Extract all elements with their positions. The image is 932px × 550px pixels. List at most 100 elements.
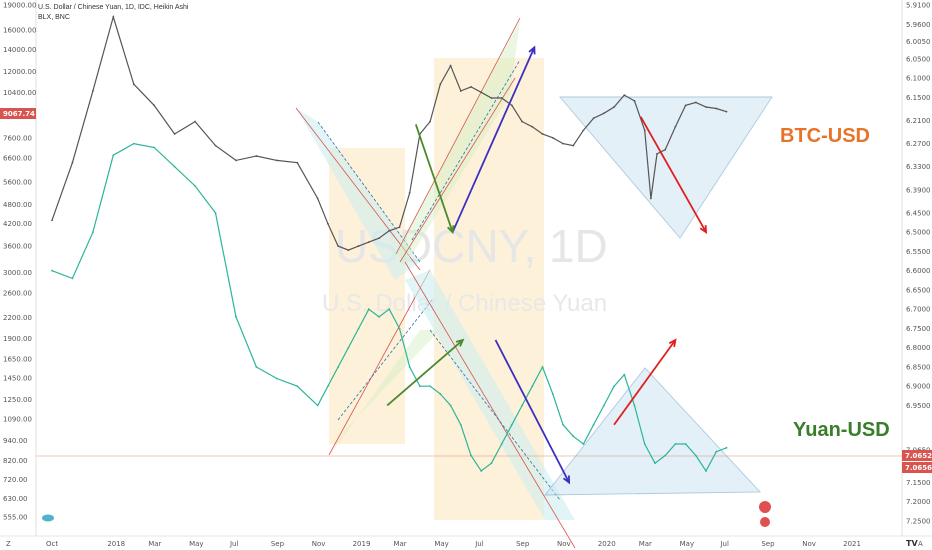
left-tick-label: 3000.00 — [3, 269, 32, 277]
yuan-price-label-b: 7.0656 — [905, 464, 932, 472]
btc-usd-point — [449, 64, 452, 67]
left-tick-label: 630.00 — [3, 495, 28, 503]
yuan-usd-point — [429, 385, 432, 388]
x-tick-label: Sep — [516, 540, 530, 548]
right-tick-label: 6.6000 — [906, 267, 931, 275]
yuan-usd-point — [694, 454, 697, 457]
btc-usd-point — [656, 152, 658, 155]
x-tick-label: 2020 — [598, 540, 616, 548]
yuan-usd-point — [173, 165, 176, 168]
btc-usd-point — [725, 110, 728, 113]
btc-usd-point — [316, 197, 319, 200]
right-tick-label: 7.2000 — [906, 498, 931, 506]
btc-channel-line-2 — [317, 121, 421, 263]
yuan-usd-point — [419, 385, 421, 388]
yuan-annotation-label: Yuan-USD — [793, 419, 890, 441]
btc-usd-point — [521, 120, 523, 123]
yuan-usd-point — [449, 404, 452, 407]
right-tick-label: 6.5000 — [906, 229, 931, 237]
left-tick-label: 12000.00 — [3, 68, 36, 76]
btc-usd-point — [51, 219, 53, 222]
left-tick-label: 2200.00 — [3, 314, 32, 322]
yuan-usd-point — [235, 316, 237, 318]
btc-usd-point — [337, 245, 340, 247]
btc-usd-point — [327, 222, 329, 225]
btc-up-line-1 — [395, 17, 521, 255]
right-tick-label: 6.0050 — [906, 38, 931, 46]
time-axis[interactable]: Oct 2018 Mar May Jul Sep Nov 2019 Mar May Jul Sep No… — [46, 540, 861, 548]
yuan-usd-point — [367, 308, 370, 311]
btc-usd-point — [602, 112, 605, 115]
btc-usd-point — [235, 159, 237, 162]
left-tick-label: 1250.00 — [3, 396, 32, 404]
overlay-arrow-line — [386, 339, 464, 407]
btc-usd-point — [613, 106, 615, 108]
yuan-usd-point — [500, 443, 503, 445]
left-axis[interactable]: 19000.00 16000.00 14000.00 12000.00 10400.00… — [3, 2, 36, 522]
btc-usd-point — [367, 241, 370, 243]
right-tick-label: 7.1500 — [906, 479, 931, 487]
x-tick-label: Mar — [639, 540, 652, 548]
btc-channel-fill — [296, 108, 420, 280]
btc-annotation-label: BTC-USD — [780, 125, 870, 147]
btc-usd-point — [490, 97, 493, 99]
right-tick-label: 6.2700 — [906, 140, 931, 148]
right-axis[interactable]: 5.9100 5.9600 6.0050 6.0500 6.1000 6.1500 6.21… — [906, 2, 931, 526]
overlay-arrow-head — [447, 225, 455, 235]
auto-scale-icon[interactable]: A — [918, 540, 923, 548]
yuan-usd-point — [551, 393, 554, 395]
yuan-usd-point — [725, 446, 728, 449]
yuan-usd-point — [153, 146, 156, 149]
yuan-triangle-pattern — [544, 367, 762, 496]
yuan-usd-point — [194, 185, 196, 187]
yuan-usd-point — [439, 393, 442, 395]
x-tick-label: Sep — [761, 540, 775, 548]
btc-price-badge — [0, 108, 36, 119]
right-tick-label: 5.9600 — [906, 21, 931, 29]
right-tick-label: 6.7500 — [906, 325, 931, 333]
btc-usd-point — [715, 107, 718, 110]
left-tick-label: 19000.00 — [3, 2, 36, 10]
yuan-down-channel-fill — [405, 270, 575, 520]
btc-usd-point — [582, 129, 585, 132]
eye-icon[interactable] — [759, 501, 771, 527]
btc-usd-point — [664, 148, 667, 151]
watermark-name: U.S. Dollar / Chinese Yuan — [322, 290, 607, 317]
yuan-usd-point — [664, 454, 667, 457]
x-tick-label: Sep — [271, 540, 285, 548]
btc-usd-point — [705, 106, 707, 108]
btc-usd-point — [541, 133, 544, 135]
overlay-arrow-head — [668, 338, 677, 348]
cloud-icon[interactable] — [42, 514, 54, 522]
zoom-icon[interactable]: Z — [6, 540, 11, 548]
x-tick-label: Jul — [229, 540, 239, 548]
btc-usd-point — [510, 104, 513, 107]
x-tick-label: Nov — [802, 540, 816, 548]
overlay-arrow-line — [494, 339, 570, 483]
yuan-usd-point — [275, 377, 278, 380]
left-tick-label: 7600.00 — [3, 134, 32, 142]
yuan-usd-point — [357, 327, 360, 330]
right-tick-label: 6.1000 — [906, 75, 931, 83]
yuan-down-line-1 — [404, 261, 576, 549]
yuan-price-badge-a — [902, 450, 932, 461]
btc-usd-point — [551, 136, 554, 139]
x-tick-label: May — [434, 540, 448, 548]
yuan-usd-point — [398, 327, 401, 330]
yuan-usd-point — [255, 366, 258, 368]
btc-usd-point — [112, 16, 115, 18]
btc-usd-point — [275, 159, 278, 162]
right-tick-label: 6.1500 — [906, 94, 931, 102]
yuan-usd-point — [470, 454, 472, 457]
btc-usd-point — [408, 191, 411, 194]
yuan-usd-point — [327, 385, 329, 388]
x-tick-label: Nov — [312, 540, 326, 548]
yuan-usd-point — [582, 443, 585, 445]
right-tick-label: 7.2500 — [906, 518, 931, 526]
right-tick-label: 6.2100 — [906, 117, 931, 125]
yuan-usd-point — [531, 385, 534, 388]
btc-usd-point — [439, 83, 442, 86]
yuan-usd-point — [674, 443, 677, 445]
btc-usd-point — [592, 117, 595, 120]
